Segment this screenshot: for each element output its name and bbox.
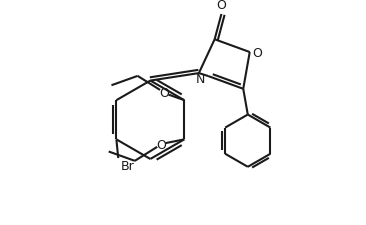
- Text: O: O: [156, 138, 166, 151]
- Text: O: O: [159, 87, 169, 100]
- Text: O: O: [216, 0, 226, 12]
- Text: O: O: [252, 46, 262, 59]
- Text: Br: Br: [121, 159, 135, 172]
- Text: N: N: [196, 73, 205, 86]
